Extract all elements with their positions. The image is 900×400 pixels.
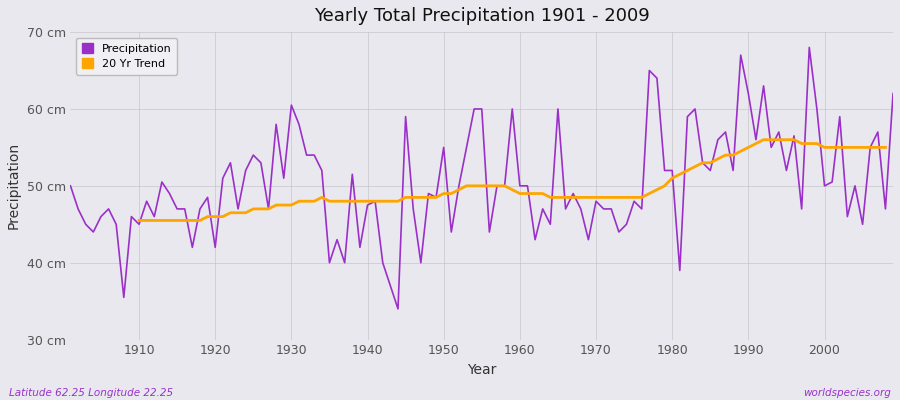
- Text: Latitude 62.25 Longitude 22.25: Latitude 62.25 Longitude 22.25: [9, 388, 173, 398]
- Y-axis label: Precipitation: Precipitation: [7, 142, 21, 230]
- Title: Yearly Total Precipitation 1901 - 2009: Yearly Total Precipitation 1901 - 2009: [314, 7, 650, 25]
- Text: worldspecies.org: worldspecies.org: [803, 388, 891, 398]
- Legend: Precipitation, 20 Yr Trend: Precipitation, 20 Yr Trend: [76, 38, 177, 75]
- X-axis label: Year: Year: [467, 363, 497, 377]
